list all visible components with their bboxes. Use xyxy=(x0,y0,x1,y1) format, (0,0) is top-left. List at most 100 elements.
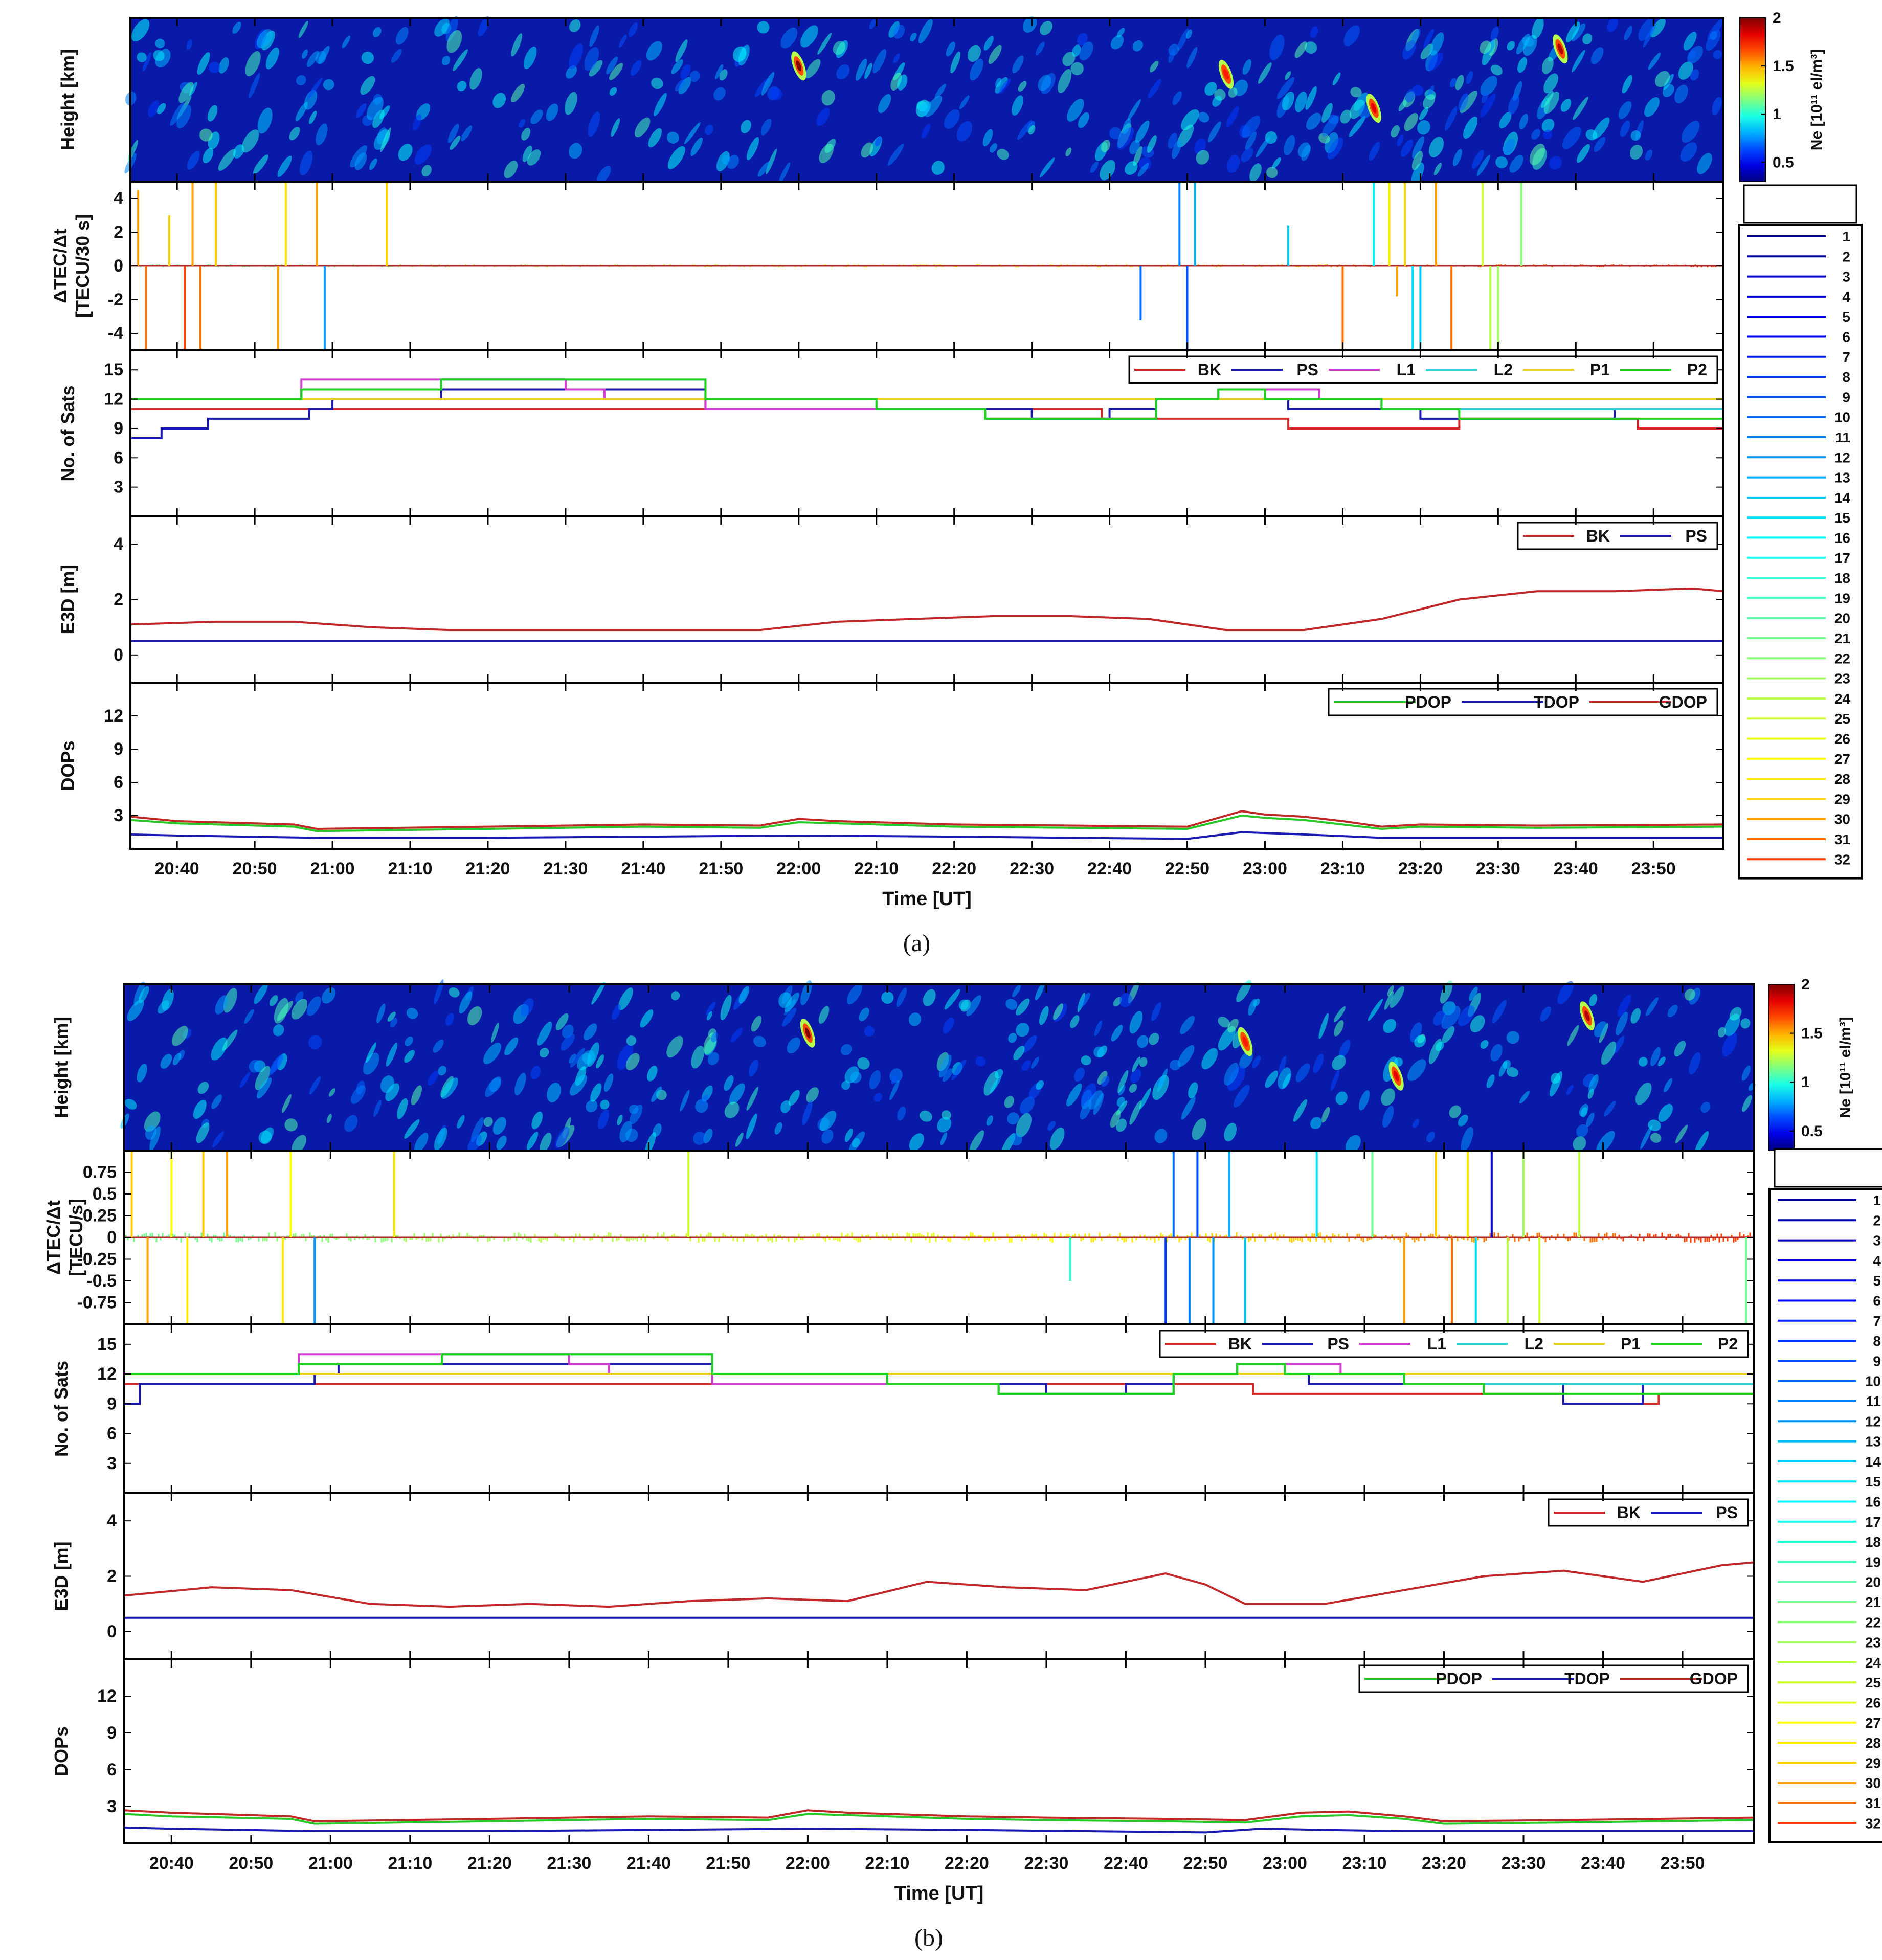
heatmap-blob xyxy=(1717,1027,1726,1038)
heatmap-blob xyxy=(1481,92,1489,104)
heatmap-blob xyxy=(1630,1008,1641,1024)
heatmap-blob xyxy=(148,100,160,118)
heatmap-blob xyxy=(1040,20,1052,35)
heatmap-blob xyxy=(309,110,317,124)
heatmap-blob xyxy=(917,101,931,117)
heatmap-blob xyxy=(785,992,800,1012)
heatmap-blob xyxy=(350,145,367,168)
heatmap-blob xyxy=(1423,94,1436,109)
y-tick-label: 15 xyxy=(97,1335,117,1354)
panel-a-2: -4 -2 0 2 4 ΔTEC/Δt [TECU/30 s] xyxy=(50,181,1724,351)
heatmap-blob xyxy=(1328,114,1339,124)
heatmap-blob xyxy=(1258,62,1272,84)
heatmap-blob xyxy=(1517,57,1528,73)
heatmap-blob xyxy=(1313,1054,1324,1073)
heatmap-blob xyxy=(1629,145,1643,160)
heatmap-blob xyxy=(1139,1088,1151,1110)
heatmap-blob xyxy=(1318,1013,1329,1039)
heatmap-blob xyxy=(492,1117,506,1135)
heatmap-blob xyxy=(569,43,583,70)
heatmap-blob xyxy=(537,1021,552,1046)
heatmap-blob xyxy=(414,144,432,165)
heatmap-blob xyxy=(1411,162,1424,185)
heatmap-blob xyxy=(1016,1023,1029,1037)
y-axis-label: DOPs xyxy=(57,740,78,791)
heatmap-blob xyxy=(994,1069,1003,1079)
heatmap-blob xyxy=(391,49,402,63)
heatmap-blob xyxy=(626,1035,637,1046)
heatmap-blob xyxy=(1490,64,1503,76)
legend-label-ps: PS xyxy=(1716,1503,1738,1522)
prn-label-24: 24 xyxy=(1865,1655,1881,1671)
axes-frame xyxy=(123,1658,1755,1844)
prn-label-11: 11 xyxy=(1835,430,1850,445)
heatmap-blob xyxy=(1358,1090,1370,1111)
y-tick-label: 0 xyxy=(107,1228,117,1247)
heatmap-blob xyxy=(988,44,1002,64)
y-tick-label: 4 xyxy=(107,1511,117,1530)
x-tick-label: 21:30 xyxy=(543,859,588,878)
heatmap-blob xyxy=(1349,116,1366,137)
heatmap-blob xyxy=(1242,59,1252,75)
heatmap-blob xyxy=(1170,1059,1181,1071)
heatmap-blob xyxy=(1227,1018,1239,1033)
heatmap-blob xyxy=(1449,1105,1461,1118)
heatmap-blob xyxy=(1635,1083,1652,1105)
heatmap-blob xyxy=(671,59,683,74)
series-p2 xyxy=(124,1353,1754,1395)
heatmap-blob xyxy=(1053,1003,1064,1020)
heatmap-blob xyxy=(461,125,473,142)
heatmap-blob xyxy=(1353,92,1369,111)
x-tick-label: 22:40 xyxy=(1104,1854,1148,1873)
heatmap-blob xyxy=(1680,142,1697,162)
heatmap-blob xyxy=(1339,1040,1351,1058)
heatmap-blob xyxy=(1201,1048,1218,1070)
heatmap-blob xyxy=(1650,18,1666,38)
heatmap-blob xyxy=(1562,126,1581,149)
heatmap-blob xyxy=(1618,995,1631,1017)
heatmap-blob xyxy=(1022,16,1037,33)
heatmap-blob xyxy=(1110,1110,1121,1128)
heatmap-blob xyxy=(628,22,638,37)
heatmap-blob xyxy=(735,1132,744,1147)
heatmap-blob xyxy=(1272,157,1281,169)
heatmap-blob xyxy=(1066,1083,1082,1107)
heatmap-blob xyxy=(396,1098,408,1119)
heatmap-blob xyxy=(1038,75,1051,91)
x-tick-label: 23:30 xyxy=(1502,1854,1546,1873)
heatmap-blob xyxy=(788,1090,800,1106)
heatmap-blob xyxy=(153,50,165,61)
prn-label-10: 10 xyxy=(1834,410,1850,425)
x-tick-label: 21:50 xyxy=(699,859,743,878)
heatmap-blob xyxy=(289,126,300,141)
heatmap-blob xyxy=(630,1104,643,1124)
panel-b-5: 3 6 9 12 PDOP TDOP GDOP DOPs xyxy=(51,1658,1755,1844)
heatmap-blob xyxy=(944,989,960,1010)
heatmap-blob xyxy=(1490,1044,1503,1062)
heatmap-blob xyxy=(511,83,525,103)
series-ps xyxy=(130,388,1723,440)
heatmap-blob xyxy=(1168,49,1176,63)
heatmap-blob xyxy=(1333,1006,1346,1023)
heatmap-blob xyxy=(609,63,623,80)
heatmap-blob xyxy=(869,1070,881,1090)
heatmap-blob xyxy=(186,39,193,50)
prn-label-1: 1 xyxy=(1842,229,1850,244)
heatmap-blob xyxy=(1590,47,1604,64)
heatmap-blob xyxy=(438,1066,447,1076)
heatmap-blob xyxy=(908,1012,921,1026)
heatmap-blob xyxy=(137,52,147,62)
x-tick-label: 22:40 xyxy=(1087,859,1132,878)
prn-label-6: 6 xyxy=(1842,329,1850,345)
prn-label-11: 11 xyxy=(1866,1393,1881,1409)
heatmap-blob xyxy=(857,1057,870,1070)
heatmap-blob xyxy=(1265,1070,1279,1088)
heatmap-blob xyxy=(467,1134,482,1153)
heatmap-blob xyxy=(1340,109,1352,124)
heatmap-blob xyxy=(306,77,323,100)
legend-label-bk: BK xyxy=(1586,527,1610,545)
heatmap-blob xyxy=(1503,1060,1511,1069)
prn-label-29: 29 xyxy=(1834,791,1850,807)
heatmap-blob xyxy=(998,78,1011,95)
heatmap-blob xyxy=(1412,1119,1420,1128)
